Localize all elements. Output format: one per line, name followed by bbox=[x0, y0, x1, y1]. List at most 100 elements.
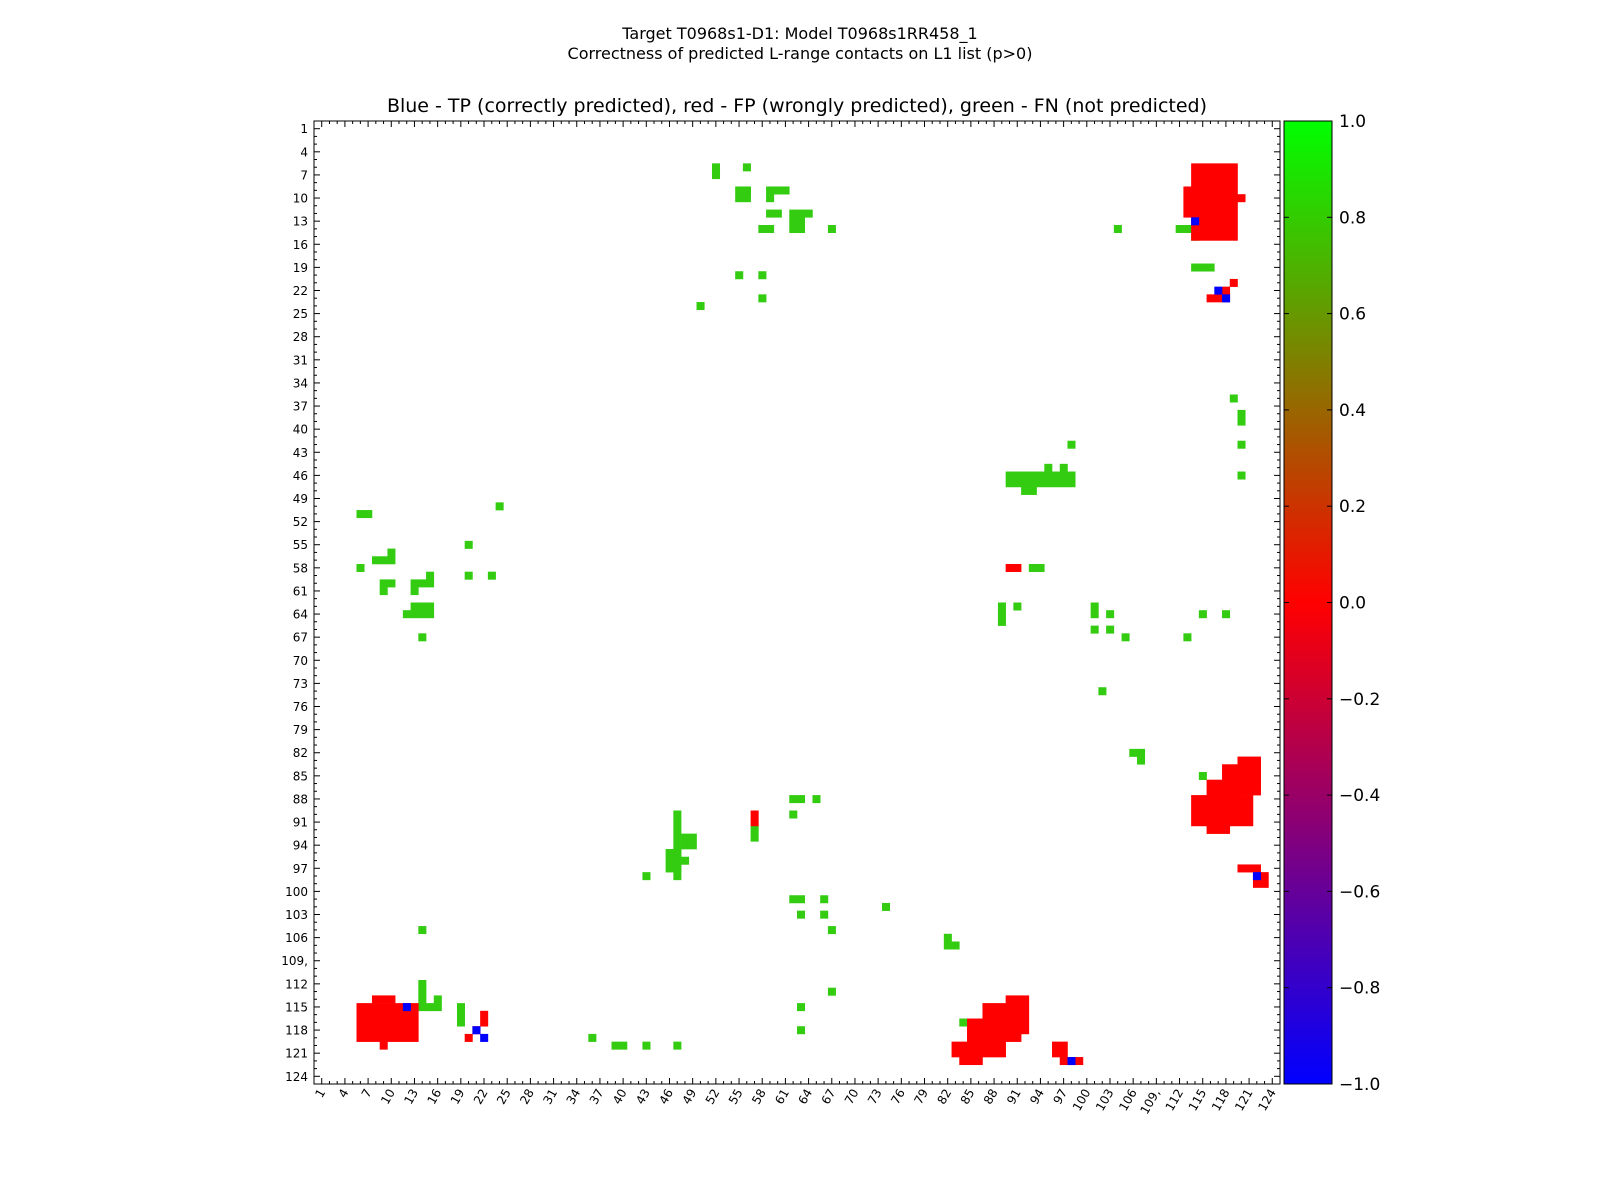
y-tick-label: 94 bbox=[293, 839, 308, 853]
x-tick-label: 34 bbox=[564, 1087, 584, 1107]
fn-contact-cell bbox=[418, 926, 427, 935]
x-tick-label: 52 bbox=[703, 1087, 723, 1107]
x-tick-label: 55 bbox=[726, 1087, 746, 1107]
fn-contact-cell bbox=[742, 163, 751, 172]
y-tick-label: 118 bbox=[285, 1024, 308, 1038]
tp-contact-cell bbox=[1214, 286, 1223, 295]
fp-contact-cell bbox=[959, 1057, 983, 1066]
x-tick-label: 67 bbox=[819, 1087, 839, 1107]
x-tick-label: 31 bbox=[540, 1087, 560, 1107]
fn-contact-cell bbox=[356, 510, 373, 519]
y-tick-label: 40 bbox=[293, 423, 308, 437]
x-tick-label: 19 bbox=[448, 1087, 468, 1107]
y-tick-label: 106 bbox=[285, 931, 308, 945]
fn-contact-cell bbox=[827, 926, 836, 935]
x-tick-label: 73 bbox=[865, 1087, 885, 1107]
x-tick-label: 124 bbox=[1255, 1087, 1279, 1114]
fn-contact-cell bbox=[797, 1003, 806, 1012]
fn-contact-cell bbox=[464, 571, 473, 580]
x-tick-label: 1 bbox=[312, 1087, 328, 1101]
fn-contact-cell bbox=[642, 1041, 651, 1050]
x-tick-label: 37 bbox=[587, 1087, 607, 1107]
x-tick-label: 40 bbox=[610, 1087, 630, 1107]
tp-contact-cell bbox=[402, 1003, 411, 1012]
tp-contact-cell bbox=[1067, 1057, 1076, 1066]
fn-contact-cell bbox=[495, 502, 504, 511]
colorbar bbox=[1283, 120, 1333, 1085]
x-tick-label: 118 bbox=[1209, 1087, 1233, 1114]
colorbar-tick-label: −0.6 bbox=[1339, 882, 1380, 902]
figure-subtitle: Correctness of predicted L-range contact… bbox=[567, 44, 1033, 63]
fn-contact-cell bbox=[735, 271, 744, 280]
fn-contact-cell bbox=[1021, 486, 1037, 495]
fn-contact-cell bbox=[1237, 471, 1246, 480]
fn-contact-cell bbox=[1237, 409, 1246, 426]
fn-contact-cell bbox=[379, 579, 396, 588]
fn-contact-cell bbox=[611, 1041, 628, 1050]
fn-contact-cell bbox=[750, 825, 759, 842]
colorbar-tick-label: −0.8 bbox=[1339, 979, 1380, 999]
x-tick-label: 13 bbox=[401, 1087, 421, 1107]
fn-contact-cell bbox=[410, 579, 435, 588]
y-tick-label: 43 bbox=[293, 446, 308, 460]
fn-contact-cell bbox=[789, 810, 798, 819]
colorbar-tick-label: −0.4 bbox=[1339, 786, 1380, 806]
fn-contact-cell bbox=[997, 617, 1006, 626]
fn-contact-cell bbox=[1237, 440, 1246, 449]
fn-contact-cell bbox=[1198, 610, 1207, 619]
fn-contact-cell bbox=[797, 910, 806, 919]
x-tick-label: 115 bbox=[1186, 1087, 1210, 1114]
fn-contact-cell bbox=[665, 856, 690, 865]
y-tick-label: 13 bbox=[293, 215, 308, 229]
y-tick-label: 22 bbox=[293, 284, 308, 298]
y-tick-label: 1 bbox=[300, 122, 308, 136]
fn-contact-cell bbox=[1198, 771, 1207, 780]
y-tick-label: 88 bbox=[293, 792, 308, 806]
fn-contact-cell bbox=[1121, 633, 1130, 642]
fn-contact-cell bbox=[997, 602, 1006, 619]
fn-contact-cell bbox=[681, 833, 697, 850]
fp-contact-cell bbox=[371, 995, 396, 1004]
tp-contact-cell bbox=[1252, 872, 1261, 881]
x-tick-label: 25 bbox=[494, 1087, 514, 1107]
tp-contact-cell bbox=[1191, 217, 1200, 226]
fp-contact-cell bbox=[1237, 756, 1261, 780]
colorbar-tick-label: 0.2 bbox=[1339, 497, 1366, 517]
fn-contact-cell bbox=[758, 225, 775, 233]
fn-contact-cell bbox=[1137, 756, 1146, 765]
x-tick-label: 91 bbox=[1004, 1087, 1024, 1107]
fp-contact-cell bbox=[1237, 864, 1261, 873]
y-tick-label: 37 bbox=[293, 400, 308, 414]
colorbar-tick-label: 0.0 bbox=[1339, 594, 1366, 614]
colorbar-tick-label: 1.0 bbox=[1339, 112, 1366, 132]
y-tick-label: 121 bbox=[285, 1047, 308, 1061]
fp-contact-cell bbox=[1183, 186, 1207, 218]
fn-contact-cell bbox=[789, 895, 806, 904]
y-tick-label: 31 bbox=[293, 353, 308, 367]
fn-contact-cell bbox=[1005, 471, 1076, 488]
fn-contact-cell bbox=[1191, 263, 1215, 272]
x-tick-label: 10 bbox=[378, 1087, 398, 1107]
x-tick-label: 16 bbox=[424, 1087, 444, 1107]
y-tick-label: 46 bbox=[293, 469, 308, 483]
plot-frame bbox=[313, 120, 1281, 1085]
fn-contact-cell bbox=[766, 209, 782, 218]
x-tick-label: 70 bbox=[842, 1087, 862, 1107]
heatmap-cells bbox=[356, 163, 1269, 1066]
fp-contact-cell bbox=[379, 1041, 388, 1050]
y-tick-label: 28 bbox=[293, 330, 308, 344]
y-tick-label: 100 bbox=[285, 885, 308, 899]
fn-contact-cell bbox=[673, 1041, 682, 1050]
fn-contact-cell bbox=[387, 548, 396, 557]
x-tick-label: 79 bbox=[911, 1087, 931, 1107]
y-tick-label: 124 bbox=[285, 1070, 308, 1084]
fn-contact-cell bbox=[1013, 602, 1022, 611]
x-tick-label: 103 bbox=[1093, 1087, 1117, 1114]
fn-contact-cell bbox=[665, 864, 682, 873]
fn-contact-cell bbox=[356, 563, 365, 572]
fn-contact-cell bbox=[487, 571, 496, 580]
fn-contact-cell bbox=[758, 271, 767, 280]
x-tick-label: 97 bbox=[1050, 1087, 1070, 1107]
x-tick-label: 109, bbox=[1137, 1087, 1162, 1117]
